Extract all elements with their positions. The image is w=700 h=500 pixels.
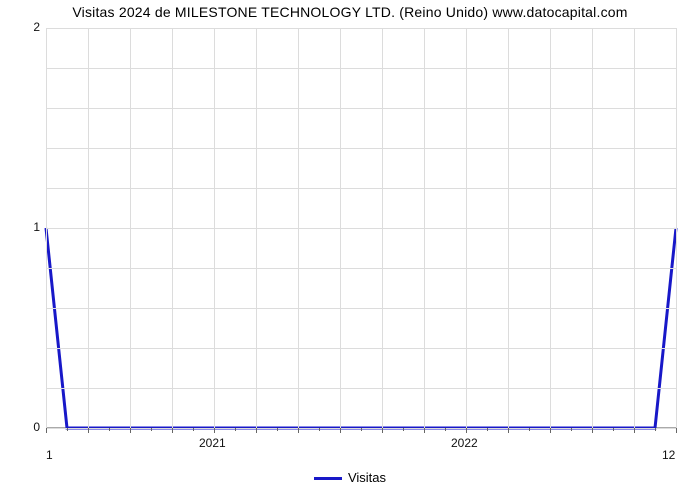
x-tick-label: 2022 <box>451 436 478 450</box>
y-tick-label: 2 <box>33 20 40 34</box>
x-tick-label: 2021 <box>199 436 226 450</box>
legend-swatch <box>314 477 342 480</box>
legend-label: Visitas <box>348 470 386 485</box>
revenue-chart: Visitas 2024 de MILESTONE TECHNOLOGY LTD… <box>0 0 700 500</box>
x-range-start: 1 <box>46 448 53 462</box>
legend: Visitas <box>0 470 700 485</box>
x-range-end: 12 <box>662 448 675 462</box>
chart-title: Visitas 2024 de MILESTONE TECHNOLOGY LTD… <box>0 4 700 20</box>
y-tick-label: 0 <box>33 420 40 434</box>
y-tick-label: 1 <box>33 220 40 234</box>
